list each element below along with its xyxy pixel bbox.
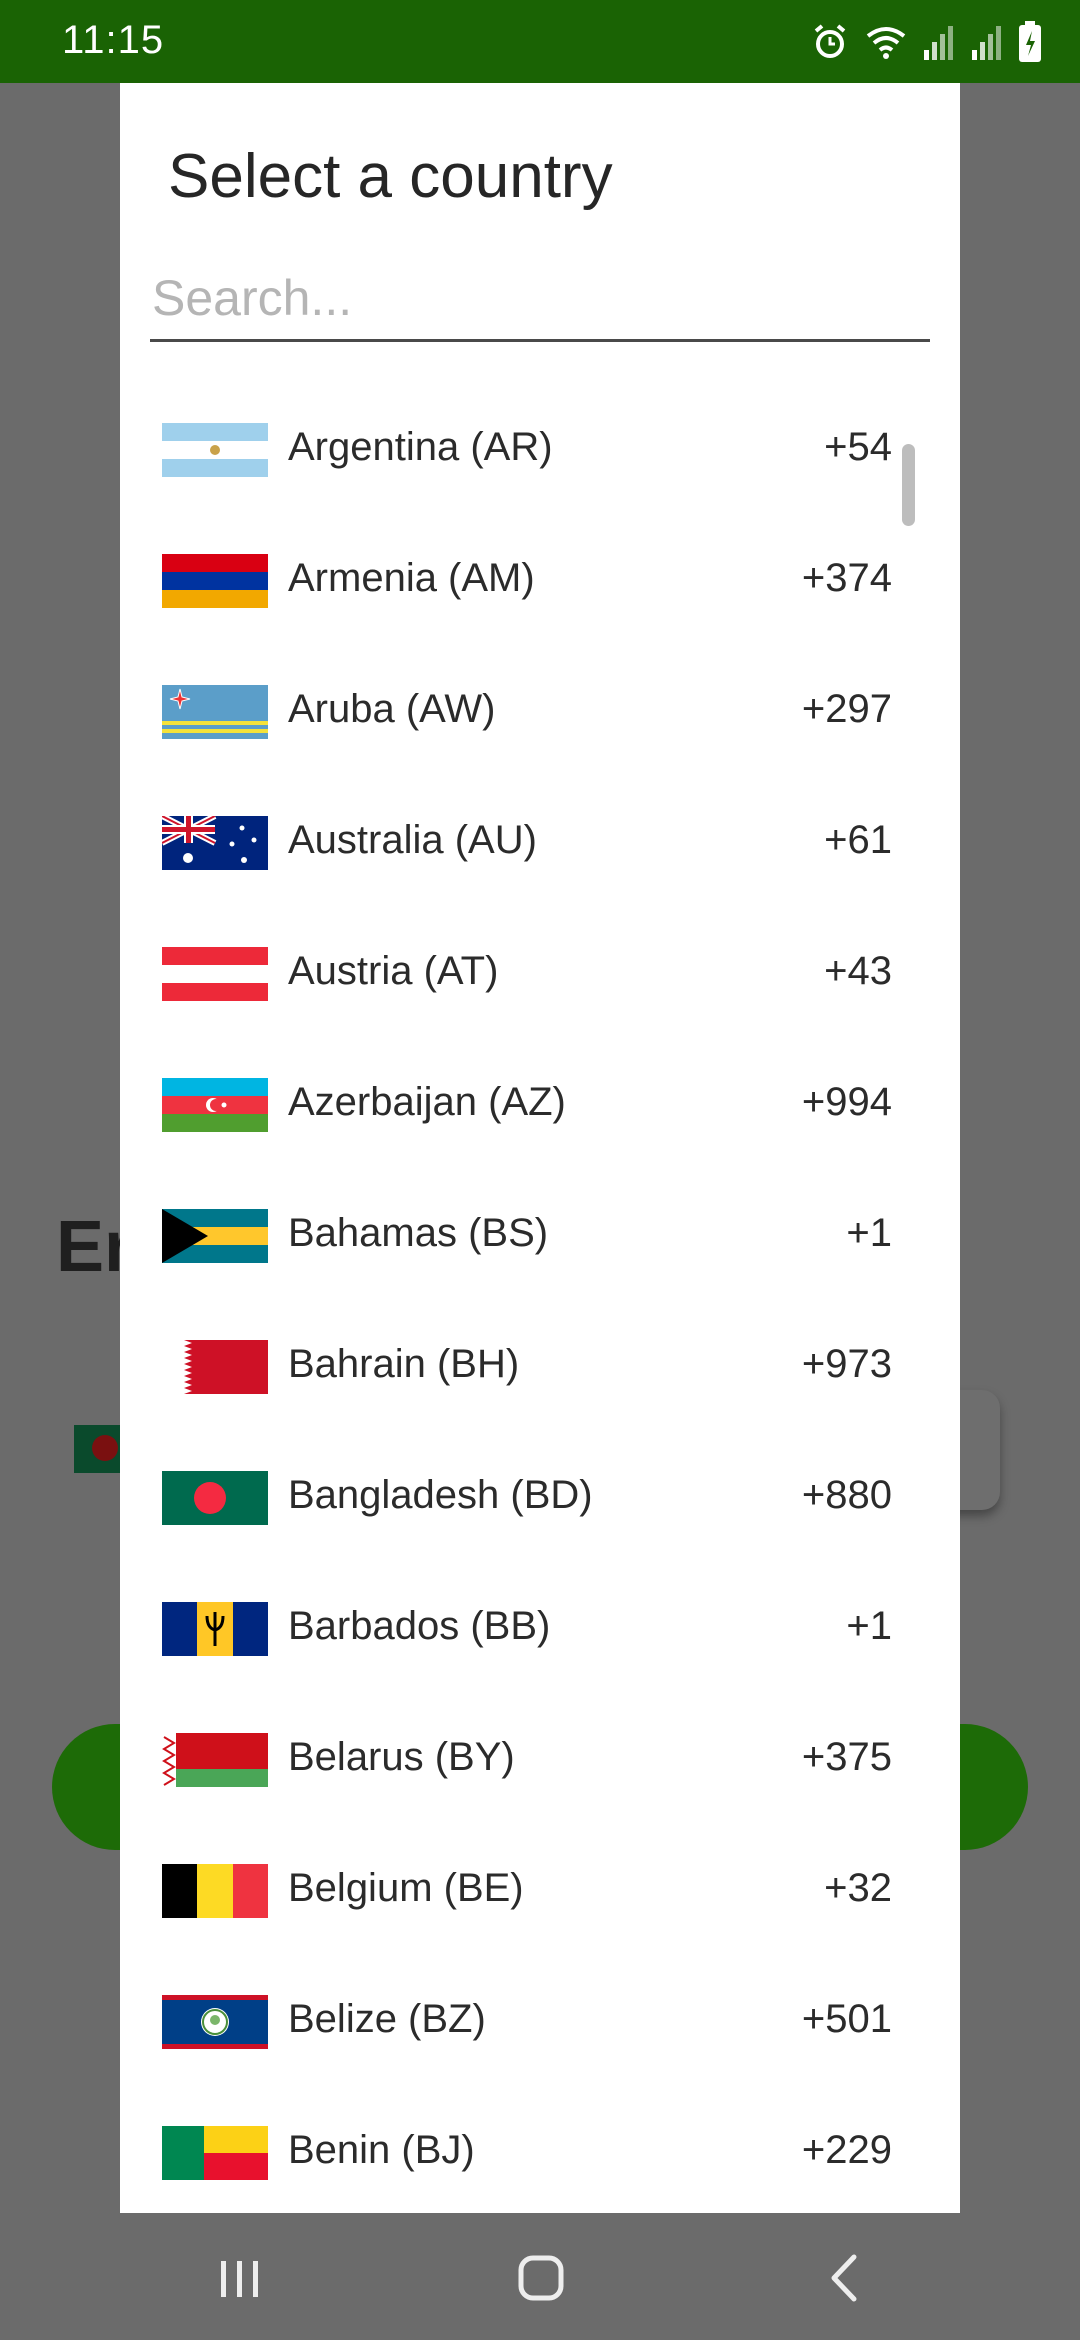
status-bar: 11:15: [0, 0, 1080, 83]
country-dial-code: +297: [801, 687, 892, 731]
status-time: 11:15: [62, 18, 165, 62]
country-row[interactable]: Barbados (BB) +1: [120, 1564, 960, 1695]
signal-icon-2: [972, 26, 1001, 60]
country-picker-dialog: Select a country Argentina (AR) +54 Armeni…: [120, 83, 960, 2213]
country-name: Belize (BZ): [288, 1997, 486, 2041]
country-dial-code: +229: [801, 2128, 892, 2172]
country-row[interactable]: Belarus (BY) +375: [120, 1695, 960, 1826]
country-row[interactable]: Australia (AU) +61: [120, 778, 960, 909]
country-name: Benin (BJ): [288, 2128, 475, 2172]
country-name: Aruba (AW): [288, 687, 496, 731]
country-row[interactable]: Aruba (AW) +297: [120, 647, 960, 778]
country-dial-code: +54: [824, 425, 892, 469]
country-dial-code: +1: [846, 1211, 892, 1255]
navigation-bar: [0, 2213, 1080, 2340]
alarm-icon: [814, 24, 846, 58]
aruba-flag-icon: [162, 685, 268, 739]
country-list[interactable]: Argentina (AR) +54 Armenia (AM) +374 Aruba (…: [120, 385, 960, 2213]
country-name: Azerbaijan (AZ): [288, 1080, 566, 1124]
benin-flag-icon: [162, 2126, 268, 2180]
belize-flag-icon: [162, 1995, 268, 2049]
country-dial-code: +61: [824, 818, 892, 862]
back-icon[interactable]: [810, 2243, 880, 2313]
azerbaijan-flag-icon: [162, 1078, 268, 1132]
country-dial-code: +973: [801, 1342, 892, 1386]
status-icons: [810, 20, 1042, 64]
country-name: Bangladesh (BD): [288, 1473, 593, 1517]
bahrain-flag-icon: [162, 1340, 268, 1394]
country-dial-code: +994: [801, 1080, 892, 1124]
country-dial-code: +501: [801, 1997, 892, 2041]
recent-apps-icon[interactable]: [205, 2243, 275, 2313]
scrollbar-thumb[interactable]: [902, 444, 915, 526]
country-row[interactable]: Azerbaijan (AZ) +994: [120, 1040, 960, 1171]
country-name: Austria (AT): [288, 949, 499, 993]
dialog-title: Select a country: [168, 142, 613, 211]
country-row[interactable]: Bangladesh (BD) +880: [120, 1433, 960, 1564]
country-row[interactable]: Argentina (AR) +54: [120, 385, 960, 516]
country-dial-code: +374: [801, 556, 892, 600]
country-row[interactable]: Belize (BZ) +501: [120, 1957, 960, 2088]
country-dial-code: +43: [824, 949, 892, 993]
search-field[interactable]: [150, 263, 934, 342]
home-icon[interactable]: [507, 2243, 577, 2313]
country-name: Australia (AU): [288, 818, 537, 862]
country-name: Belgium (BE): [288, 1866, 524, 1910]
country-row[interactable]: Belgium (BE) +32: [120, 1826, 960, 1957]
country-name: Belarus (BY): [288, 1735, 515, 1779]
country-row[interactable]: Austria (AT) +43: [120, 909, 960, 1040]
signal-icon: [924, 26, 953, 60]
argentina-flag-icon: [162, 423, 268, 477]
country-dial-code: +1: [846, 1604, 892, 1648]
country-name: Barbados (BB): [288, 1604, 551, 1648]
austria-flag-icon: [162, 947, 268, 1001]
country-row[interactable]: Armenia (AM) +374: [120, 516, 960, 647]
country-name: Argentina (AR): [288, 425, 553, 469]
belarus-flag-icon: [162, 1733, 268, 1787]
country-name: Bahrain (BH): [288, 1342, 520, 1386]
barbados-flag-icon: [162, 1602, 268, 1656]
belgium-flag-icon: [162, 1864, 268, 1918]
australia-flag-icon: [162, 816, 268, 870]
background-heading: Er: [56, 1207, 133, 1287]
country-row[interactable]: Bahrain (BH) +973: [120, 1302, 960, 1433]
country-dial-code: +880: [801, 1473, 892, 1517]
bangladesh-flag-icon: [162, 1471, 268, 1525]
country-dial-code: +375: [801, 1735, 892, 1779]
country-name: Bahamas (BS): [288, 1211, 549, 1255]
country-dial-code: +32: [824, 1866, 892, 1910]
armenia-flag-icon: [162, 554, 268, 608]
search-input[interactable]: [150, 263, 934, 333]
wifi-icon: [866, 27, 906, 59]
battery-icon: [1019, 21, 1041, 62]
country-name: Armenia (AM): [288, 556, 535, 600]
country-row[interactable]: Benin (BJ) +229: [120, 2088, 960, 2213]
country-row[interactable]: Bahamas (BS) +1: [120, 1171, 960, 1302]
bahamas-flag-icon: [162, 1209, 268, 1263]
